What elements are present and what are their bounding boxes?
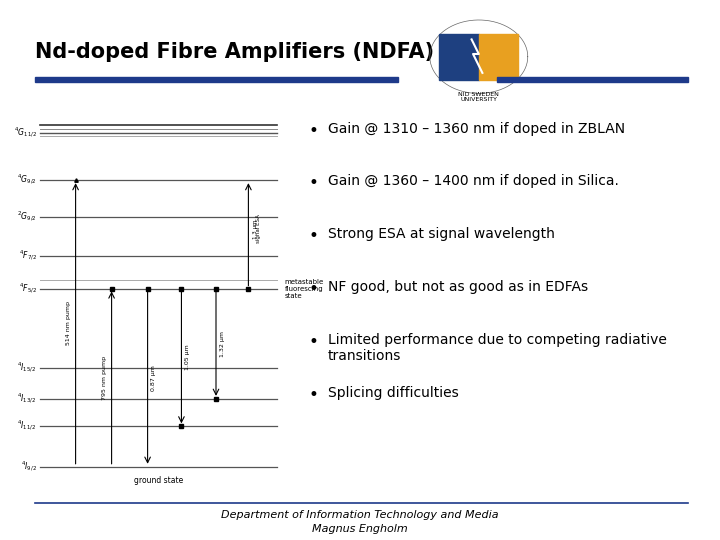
Text: $^4I_{9/2}$: $^4I_{9/2}$ bbox=[21, 460, 37, 474]
Text: Department of Information Technology and Media: Department of Information Technology and… bbox=[221, 510, 499, 521]
Text: 0.87 µm: 0.87 µm bbox=[151, 364, 156, 390]
Text: signal ESA: signal ESA bbox=[256, 214, 261, 244]
Bar bbox=[497, 77, 688, 82]
Bar bbox=[479, 33, 518, 79]
Text: Nd-doped Fibre Amplifiers (NDFA): Nd-doped Fibre Amplifiers (NDFA) bbox=[35, 42, 433, 62]
Text: •: • bbox=[308, 333, 318, 351]
Text: metastable
fluorescing
state: metastable fluorescing state bbox=[284, 279, 324, 299]
Text: Gain @ 1360 – 1400 nm if doped in Silica.: Gain @ 1360 – 1400 nm if doped in Silica… bbox=[328, 174, 618, 188]
Text: $^4F_{5/2}$: $^4F_{5/2}$ bbox=[19, 281, 37, 296]
Text: 795 nm pump: 795 nm pump bbox=[102, 355, 107, 400]
Text: •: • bbox=[308, 174, 318, 192]
Text: •: • bbox=[308, 227, 318, 245]
Text: $^4I_{13/2}$: $^4I_{13/2}$ bbox=[17, 392, 37, 406]
Text: 1.3 µm: 1.3 µm bbox=[253, 219, 258, 239]
Text: $^4I_{15/2}$: $^4I_{15/2}$ bbox=[17, 360, 37, 375]
Text: $^4F_{7/2}$: $^4F_{7/2}$ bbox=[19, 248, 37, 262]
Text: $^4G_{11/2}$: $^4G_{11/2}$ bbox=[14, 125, 37, 140]
Text: $^2G_{9/2}$: $^2G_{9/2}$ bbox=[17, 210, 37, 224]
Text: •: • bbox=[308, 280, 318, 298]
Text: Limited performance due to competing radiative
transitions: Limited performance due to competing rad… bbox=[328, 333, 667, 363]
Bar bbox=[439, 33, 479, 79]
Text: 514 nm pump: 514 nm pump bbox=[66, 301, 71, 346]
Text: Gain @ 1310 – 1360 nm if doped in ZBLAN: Gain @ 1310 – 1360 nm if doped in ZBLAN bbox=[328, 122, 625, 136]
Text: NID SWEDEN
UNIVERSITY: NID SWEDEN UNIVERSITY bbox=[459, 91, 499, 102]
Text: ground state: ground state bbox=[134, 476, 183, 485]
Text: Splicing difficulties: Splicing difficulties bbox=[328, 386, 459, 400]
Text: NF good, but not as good as in EDFAs: NF good, but not as good as in EDFAs bbox=[328, 280, 588, 294]
Text: Magnus Engholm: Magnus Engholm bbox=[312, 524, 408, 534]
Text: •: • bbox=[308, 386, 318, 404]
Text: Strong ESA at signal wavelength: Strong ESA at signal wavelength bbox=[328, 227, 554, 241]
Text: 1.05 µm: 1.05 µm bbox=[185, 345, 190, 370]
Bar bbox=[35, 77, 398, 82]
Text: $^4G_{9/2}$: $^4G_{9/2}$ bbox=[17, 173, 37, 187]
Text: 1.32 µm: 1.32 µm bbox=[220, 330, 225, 356]
Text: •: • bbox=[308, 122, 318, 139]
Text: $^4I_{11/2}$: $^4I_{11/2}$ bbox=[17, 419, 37, 434]
